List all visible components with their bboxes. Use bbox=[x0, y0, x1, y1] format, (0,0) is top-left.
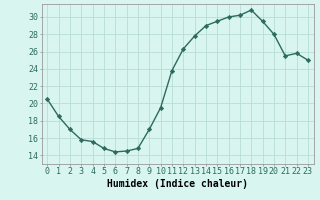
X-axis label: Humidex (Indice chaleur): Humidex (Indice chaleur) bbox=[107, 179, 248, 189]
